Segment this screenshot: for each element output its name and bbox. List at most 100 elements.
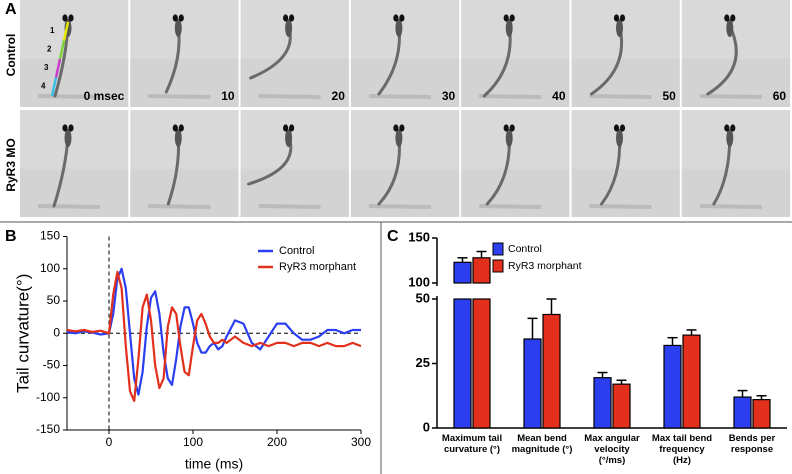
legend-label: Control xyxy=(508,243,542,255)
fish-eye xyxy=(62,14,68,22)
tile-shade xyxy=(350,168,460,217)
x-tick-label: 0 xyxy=(106,435,113,449)
bar xyxy=(752,399,771,429)
bar xyxy=(682,334,701,429)
y-tick-label: 0 xyxy=(53,325,60,339)
tile-shade xyxy=(681,58,791,107)
x-tick-label: 200 xyxy=(267,435,287,449)
x-tick-label: Mean bend magnitude (°) xyxy=(511,433,573,455)
image-tile xyxy=(130,110,239,217)
image-tile xyxy=(20,0,129,107)
fish-eye xyxy=(283,14,289,22)
panel-label: A xyxy=(5,1,17,18)
time-label: 40 xyxy=(552,89,566,103)
image-tile xyxy=(461,0,570,107)
image-tile xyxy=(571,110,680,217)
fish-eye xyxy=(393,14,399,22)
segment-label: 2 xyxy=(47,45,52,54)
tile-shade xyxy=(130,58,239,107)
fish-shadow xyxy=(479,94,542,99)
y-tick-label: -100 xyxy=(36,390,60,404)
y-tick-label: 100 xyxy=(40,261,60,275)
tile-shade xyxy=(240,168,349,217)
y-tick-label: 0 xyxy=(423,419,430,434)
fish-eye xyxy=(509,124,515,132)
y-tick-label: 150 xyxy=(408,229,430,244)
fish-eye xyxy=(68,14,74,22)
legend-swatch xyxy=(492,242,504,256)
legend-label: Control xyxy=(279,245,314,257)
legend-label: RyR3 morphant xyxy=(508,260,582,272)
fish-eye xyxy=(724,124,730,132)
fish-eye xyxy=(619,14,626,22)
bar xyxy=(472,298,491,429)
fish-eye xyxy=(68,124,74,132)
fish-body xyxy=(395,19,403,37)
time-label: 50 xyxy=(662,89,676,103)
fish-shadow xyxy=(368,204,431,209)
panel-label: B xyxy=(5,228,17,245)
y-tick-label: 25 xyxy=(416,355,430,370)
x-axis-label: time (ms) xyxy=(185,456,243,472)
x-tick-label: Max tail bend frequency (Hz) xyxy=(651,433,713,466)
y-tick-label: 50 xyxy=(47,293,61,307)
image-tile xyxy=(571,0,680,107)
fish-eye xyxy=(509,14,515,22)
bar xyxy=(593,377,612,429)
segment-overlay xyxy=(58,40,66,60)
fish-eye xyxy=(399,124,405,132)
fish-eye xyxy=(503,14,509,22)
image-tile xyxy=(130,0,239,107)
fish-eye xyxy=(393,124,399,132)
time-label: 60 xyxy=(773,89,787,103)
image-tile xyxy=(461,110,570,217)
bar xyxy=(542,313,561,429)
tile-shade xyxy=(681,168,791,217)
fish-shadow xyxy=(37,204,101,209)
image-tile xyxy=(350,110,460,217)
fish-shadow xyxy=(258,94,321,99)
fish-eye xyxy=(62,124,68,132)
image-tile xyxy=(681,0,791,107)
fish-eye xyxy=(289,14,295,22)
tile-shade xyxy=(571,168,680,217)
tile-shade xyxy=(240,58,349,107)
segment-overlay xyxy=(54,58,62,78)
bar xyxy=(453,298,472,429)
image-tile xyxy=(681,110,791,217)
fish-eye xyxy=(613,124,620,132)
y-axis-label: Tail curvature(°) xyxy=(13,274,32,393)
fish-eye xyxy=(730,124,736,132)
fish-body xyxy=(726,129,734,147)
fish-eye xyxy=(613,14,620,22)
time-label: 10 xyxy=(221,89,235,103)
fish-eye xyxy=(289,124,295,132)
bar xyxy=(472,257,491,284)
fish-body xyxy=(174,129,182,147)
fish-eye xyxy=(730,14,736,22)
fish-body xyxy=(616,129,623,147)
x-tick-label: 300 xyxy=(351,435,371,449)
fish-shadow xyxy=(368,94,431,99)
tile-shade xyxy=(20,168,129,217)
time-label: 0 msec xyxy=(84,89,125,103)
tile-shade xyxy=(461,168,570,217)
fish-body xyxy=(616,19,623,37)
time-label: 20 xyxy=(332,89,346,103)
fish-body xyxy=(174,19,182,37)
fish-eye xyxy=(178,14,184,22)
fish-eye xyxy=(399,14,405,22)
row-label: Control xyxy=(4,34,18,77)
fish-body xyxy=(395,129,403,147)
bar xyxy=(523,338,542,429)
fish-eye xyxy=(619,124,626,132)
fish-shadow xyxy=(589,94,652,99)
fish-body xyxy=(285,129,293,147)
image-tile xyxy=(240,110,349,217)
y-tick-label: -150 xyxy=(36,422,60,436)
fish-shadow xyxy=(589,204,652,209)
image-tile xyxy=(240,0,349,107)
segment-label: 4 xyxy=(41,82,46,91)
